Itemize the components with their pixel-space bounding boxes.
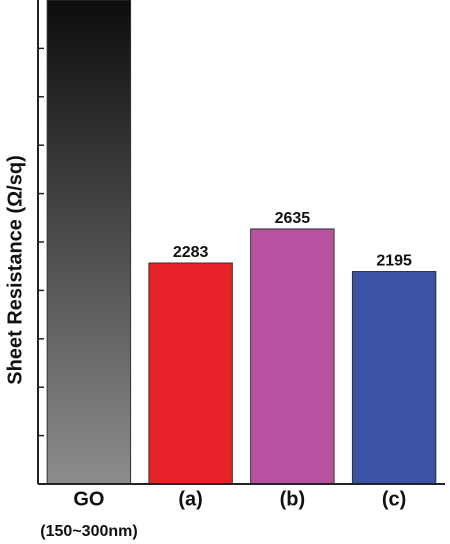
x-tick-label: (a) xyxy=(178,488,202,510)
x-tick-label: (c) xyxy=(382,488,406,510)
bar xyxy=(46,0,132,485)
category-annotation: (150~300nm) xyxy=(40,523,137,540)
y-axis-label: Sheet Resistance (Ω/sq) xyxy=(4,155,26,384)
x-tick-label: GO xyxy=(73,488,104,510)
bar xyxy=(351,271,437,485)
bar xyxy=(250,228,335,485)
bar xyxy=(148,262,233,485)
x-tick-label: (b) xyxy=(280,488,306,510)
value-label: 2635 xyxy=(275,210,311,227)
value-label: 2283 xyxy=(173,244,209,261)
value-label: 2195 xyxy=(376,253,412,270)
